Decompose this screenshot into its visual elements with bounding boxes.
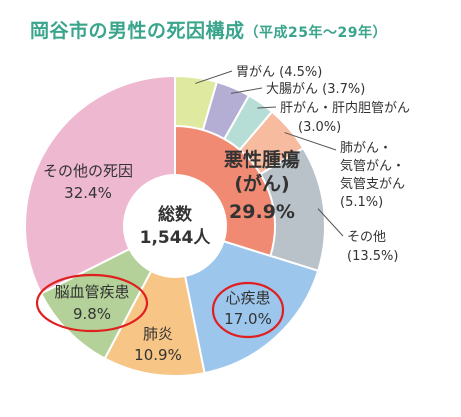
label-other-cancer-1: その他	[347, 230, 386, 245]
label-other-cancer-2: (13.5%)	[347, 249, 398, 264]
chart-title: 岡谷市の男性の死因構成（平成25年〜29年）	[30, 16, 387, 43]
center-total-value: 1,544人	[140, 228, 212, 248]
leader-other-cancer	[317, 208, 344, 237]
label-lung-2: 気管がん・	[340, 158, 405, 174]
label-lung-1: 肺がん・	[340, 141, 392, 156]
leader-lung	[284, 132, 337, 151]
leader-stomach	[195, 70, 233, 84]
center-hole	[123, 174, 227, 278]
label-others-value: 32.4%	[64, 184, 112, 202]
label-cancer-name2: (がん)	[234, 172, 289, 195]
leader-liver	[257, 106, 277, 109]
label-heart-value: 17.0%	[224, 310, 272, 328]
chart-title-main: 岡谷市の男性の死因構成	[30, 20, 245, 42]
label-lung-3: 気管支がん	[340, 176, 405, 192]
label-stroke-name: 脳血管疾患	[54, 283, 129, 301]
label-cancer-value: 29.9%	[229, 201, 295, 223]
leader-lines	[195, 70, 344, 237]
chart-subtitle: （平成25年〜29年）	[244, 25, 387, 41]
label-pneumonia-value: 10.9%	[134, 346, 182, 364]
label-stroke-value: 9.8%	[73, 305, 111, 323]
label-cancer-name: 悪性腫瘍	[224, 148, 300, 171]
center-total-label: 総数	[158, 204, 193, 225]
highlight-heart	[211, 281, 285, 339]
label-others-name: その他の死因	[43, 162, 133, 180]
leader-colon	[230, 87, 263, 94]
label-lung-4: (5.1%)	[340, 195, 383, 210]
label-heart-name: 心疾患	[225, 289, 270, 307]
label-pneumonia-name: 肺炎	[143, 325, 173, 343]
label-stomach: 胃がん (4.5%)	[236, 65, 322, 80]
highlight-stroke	[35, 273, 149, 333]
label-colon: 大腸がん (3.7%)	[266, 82, 365, 97]
label-liver-2: (3.0%)	[298, 120, 341, 135]
label-liver-1: 肝がん・肝内胆管がん	[280, 100, 410, 116]
